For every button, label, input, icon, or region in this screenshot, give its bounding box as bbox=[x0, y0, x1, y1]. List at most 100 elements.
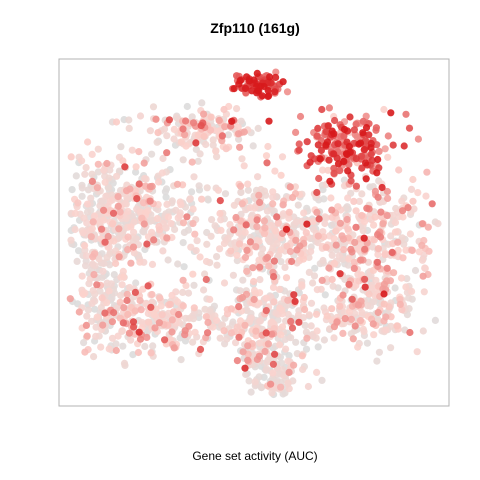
data-point bbox=[100, 206, 108, 214]
data-point bbox=[298, 352, 306, 360]
data-point bbox=[256, 198, 264, 206]
data-point bbox=[175, 310, 183, 319]
data-point bbox=[374, 308, 382, 317]
data-point bbox=[150, 236, 158, 244]
data-point bbox=[246, 238, 254, 246]
data-point bbox=[406, 230, 414, 238]
data-point bbox=[233, 72, 241, 80]
data-point bbox=[395, 166, 403, 174]
data-point bbox=[284, 310, 292, 319]
data-point bbox=[413, 348, 421, 356]
data-point bbox=[382, 326, 390, 334]
data-point bbox=[279, 78, 287, 86]
data-point bbox=[400, 240, 408, 248]
data-point bbox=[393, 322, 401, 330]
data-point bbox=[291, 297, 299, 305]
data-point bbox=[311, 264, 319, 272]
data-point bbox=[343, 215, 351, 224]
data-point bbox=[345, 307, 353, 316]
data-point bbox=[271, 167, 279, 175]
data-point bbox=[314, 232, 322, 240]
data-point bbox=[419, 327, 427, 335]
data-point bbox=[298, 281, 306, 289]
data-point bbox=[233, 105, 241, 113]
data-point bbox=[93, 184, 101, 192]
data-point bbox=[150, 311, 158, 319]
data-point bbox=[230, 201, 238, 209]
data-point bbox=[271, 88, 279, 96]
data-point bbox=[82, 164, 90, 172]
data-point bbox=[383, 187, 391, 196]
data-point bbox=[160, 125, 169, 133]
data-point bbox=[279, 210, 287, 218]
data-point bbox=[318, 276, 326, 284]
data-point bbox=[140, 159, 148, 167]
data-point bbox=[67, 236, 75, 244]
data-point bbox=[166, 300, 174, 308]
data-point bbox=[101, 309, 109, 317]
data-point bbox=[330, 259, 338, 267]
data-point bbox=[115, 253, 123, 261]
data-point bbox=[358, 190, 366, 198]
data-point bbox=[363, 339, 371, 347]
data-point bbox=[237, 182, 245, 190]
data-point bbox=[351, 322, 359, 330]
data-point bbox=[123, 187, 131, 195]
data-point bbox=[124, 233, 132, 241]
data-point bbox=[377, 208, 385, 216]
data-point bbox=[235, 240, 244, 248]
data-point bbox=[314, 124, 322, 132]
data-point bbox=[117, 143, 125, 151]
data-point bbox=[103, 299, 111, 307]
data-point bbox=[390, 269, 398, 277]
data-point bbox=[130, 228, 138, 236]
data-point bbox=[256, 317, 264, 325]
data-point bbox=[154, 129, 162, 137]
data-point bbox=[99, 267, 107, 275]
data-point bbox=[358, 211, 366, 220]
data-point bbox=[87, 233, 95, 241]
data-point bbox=[227, 305, 235, 313]
data-point bbox=[235, 80, 243, 88]
data-point bbox=[277, 246, 285, 254]
data-point bbox=[431, 316, 439, 324]
data-point bbox=[103, 159, 111, 168]
data-point bbox=[330, 130, 338, 138]
data-point bbox=[354, 343, 362, 351]
data-point bbox=[120, 359, 129, 367]
data-point bbox=[370, 331, 378, 339]
data-point bbox=[309, 279, 317, 287]
data-point bbox=[365, 131, 373, 139]
data-point bbox=[284, 379, 292, 387]
data-point bbox=[286, 247, 294, 256]
data-point bbox=[146, 183, 154, 191]
data-point bbox=[72, 172, 80, 180]
x-axis-label: Gene set activity (AUC) bbox=[192, 449, 318, 463]
data-point bbox=[101, 238, 109, 246]
data-point bbox=[159, 247, 167, 255]
data-point bbox=[414, 189, 422, 197]
data-point bbox=[162, 185, 171, 193]
data-point bbox=[257, 250, 265, 258]
data-point bbox=[269, 283, 278, 291]
data-point bbox=[350, 126, 358, 134]
data-point bbox=[336, 219, 344, 227]
data-point bbox=[285, 385, 293, 393]
data-point bbox=[305, 311, 313, 319]
data-point bbox=[414, 135, 422, 143]
data-point bbox=[328, 305, 336, 313]
data-point bbox=[344, 261, 352, 269]
data-point bbox=[163, 200, 171, 208]
data-point bbox=[232, 213, 240, 222]
data-point bbox=[100, 259, 108, 268]
data-point bbox=[159, 154, 167, 163]
data-point bbox=[179, 125, 187, 133]
data-point bbox=[233, 251, 241, 259]
data-point bbox=[325, 156, 333, 164]
data-point bbox=[136, 112, 145, 120]
data-point bbox=[227, 247, 235, 255]
data-point bbox=[200, 286, 208, 294]
data-point bbox=[153, 138, 161, 146]
data-point bbox=[272, 227, 280, 235]
